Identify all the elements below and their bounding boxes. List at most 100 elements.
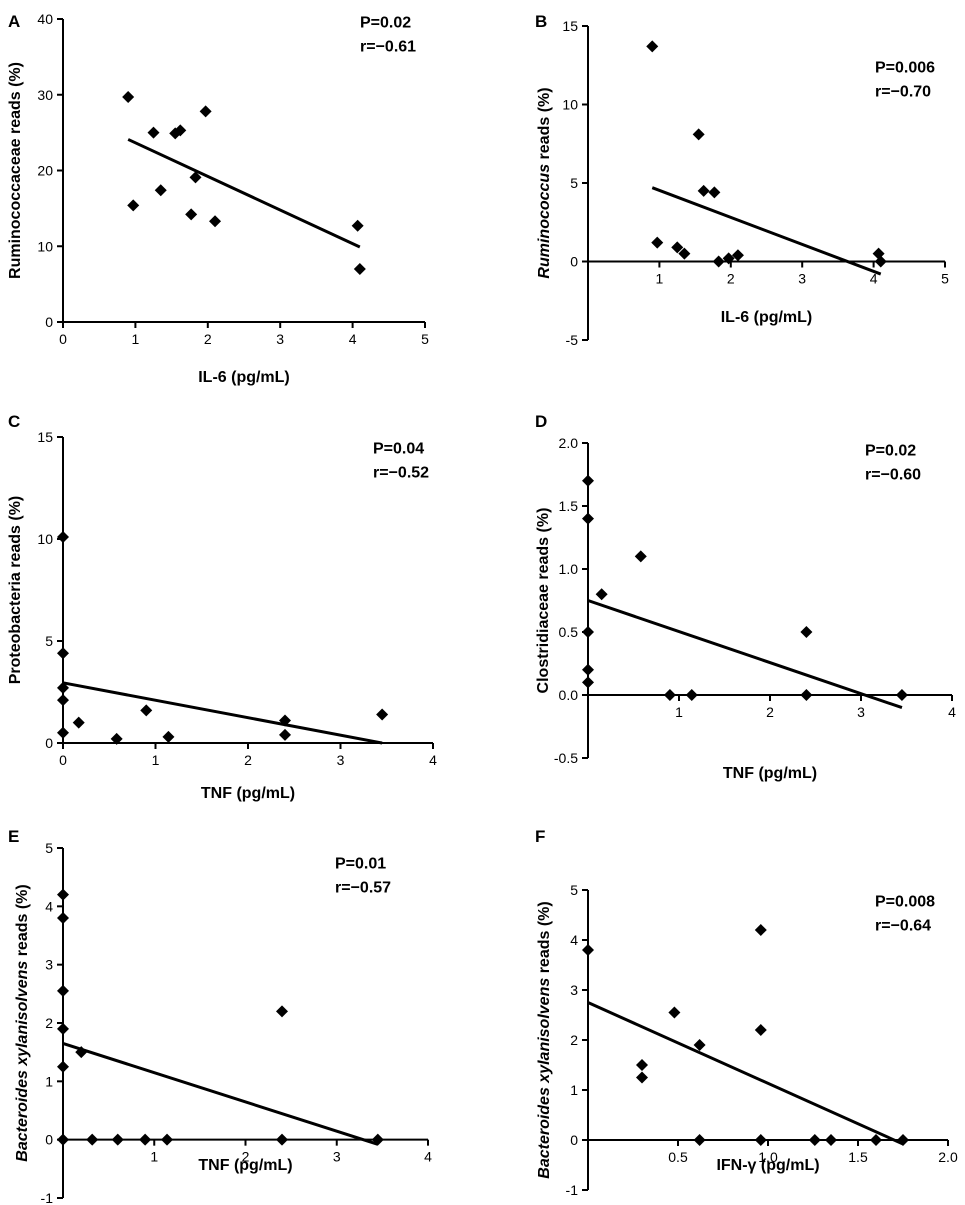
- x-tick-label: 1: [132, 331, 140, 347]
- y-axis-title: Clostridiaceae reads (%): [535, 508, 552, 694]
- data-point: [800, 689, 813, 701]
- data-point: [376, 708, 389, 721]
- y-tick-label: 4: [45, 898, 53, 914]
- y-tick-label: -1: [41, 1190, 54, 1205]
- x-tick-label: 3: [798, 271, 806, 287]
- data-point: [754, 1134, 767, 1146]
- x-tick-label: 4: [349, 331, 357, 347]
- data-point: [57, 1060, 69, 1073]
- data-point: [279, 714, 291, 727]
- y-axis-title: Bacteroides xylanisolvens reads (%): [14, 884, 31, 1161]
- r-value: r=−0.64: [875, 917, 931, 934]
- x-axis-title: TNF (pg/mL): [198, 1157, 292, 1174]
- data-point: [678, 247, 691, 260]
- x-tick-label: 3: [276, 331, 284, 347]
- data-point: [582, 626, 594, 638]
- r-value: r=−0.61: [360, 38, 416, 55]
- y-tick-label: 5: [45, 633, 53, 649]
- data-point: [122, 91, 135, 104]
- y-axis-title-text: Ruminococcaceae reads (%): [7, 62, 24, 279]
- data-point: [276, 1005, 288, 1018]
- data-point: [800, 626, 813, 638]
- data-point: [57, 1022, 69, 1035]
- y-tick-label: 0: [45, 735, 53, 751]
- data-point: [634, 550, 647, 563]
- x-tick-label: 2.0: [938, 1149, 958, 1165]
- x-tick-label: 4: [870, 271, 878, 287]
- data-point: [712, 255, 725, 268]
- data-point: [276, 1133, 288, 1146]
- data-point: [595, 588, 608, 601]
- x-tick-label: 3: [333, 1149, 341, 1165]
- data-point: [722, 252, 735, 265]
- panel-c: C 0 5 10 15 0 1 2 3 4 TNF (pg/mL) Proteobacteria re…: [7, 412, 438, 802]
- x-tick-label: 2: [727, 271, 735, 287]
- data-point: [825, 1134, 837, 1146]
- data-point: [754, 924, 767, 936]
- x-tick-label: 2: [766, 704, 774, 720]
- data-point: [874, 255, 887, 268]
- x-tick-label: 5: [421, 331, 429, 347]
- r-value: r=−0.60: [865, 466, 921, 483]
- y-tick-label: 0: [45, 1132, 53, 1148]
- data-point: [754, 1024, 767, 1036]
- panel-e: E -1 0 1 2 3 4 5 1 2 3 4 TNF (pg/mL) Bacteroides xyla…: [8, 827, 432, 1205]
- r-value: r=−0.70: [875, 83, 931, 100]
- y-tick-label: 2: [570, 1032, 578, 1048]
- data-point: [279, 728, 291, 741]
- y-axis-title-text: Clostridiaceae reads (%): [535, 508, 552, 694]
- y-tick-label: 1.0: [559, 561, 579, 577]
- x-tick-label: 1.0: [758, 1149, 778, 1165]
- data-point: [636, 1059, 648, 1071]
- data-point: [870, 1134, 882, 1146]
- data-point: [692, 128, 705, 141]
- data-point: [189, 171, 202, 184]
- data-point: [57, 1133, 69, 1146]
- y-tick-label: 10: [37, 238, 53, 254]
- data-point: [351, 219, 364, 232]
- panel-letter: E: [8, 827, 19, 846]
- y-axis-title-italic: Bacteroides xylanisolvens: [14, 961, 31, 1162]
- regression-line: [127, 138, 361, 249]
- y-tick-label: 0: [570, 254, 578, 270]
- x-axis-title: TNF (pg/mL): [723, 765, 817, 782]
- data-point: [897, 1134, 909, 1146]
- data-point: [693, 1134, 706, 1146]
- x-tick-label: 0.5: [668, 1149, 688, 1165]
- regression-line: [587, 599, 903, 710]
- data-point: [646, 40, 659, 53]
- x-tick-label: 4: [948, 704, 956, 720]
- panel-letter: D: [535, 412, 547, 431]
- data-point: [708, 186, 721, 199]
- data-point: [75, 1046, 88, 1059]
- x-tick-label: 5: [941, 271, 949, 287]
- y-axis-title-text: reads (%): [14, 884, 31, 960]
- y-tick-label: 30: [37, 87, 53, 103]
- y-tick-label: 20: [37, 163, 53, 179]
- x-axis-title: TNF (pg/mL): [201, 785, 295, 802]
- regression-line: [587, 1001, 904, 1146]
- data-point: [86, 1133, 99, 1146]
- data-point: [139, 1133, 152, 1146]
- data-point: [162, 730, 175, 743]
- y-tick-label: 0: [45, 314, 53, 330]
- x-tick-label: 4: [424, 1149, 432, 1165]
- panel-letter: B: [535, 12, 547, 31]
- y-axis-title: Ruminococcaceae reads (%): [7, 62, 24, 279]
- panel-b: B -5 0 5 10 15 1 2 3 4 5 IL-6 (pg/mL) Ruminococcus r…: [535, 12, 949, 348]
- data-point: [697, 184, 710, 197]
- y-tick-label: -0.5: [554, 750, 578, 766]
- y-axis-title: Ruminococcus reads (%): [536, 87, 553, 278]
- data-point: [808, 1134, 821, 1146]
- regression-line: [62, 681, 383, 745]
- y-tick-label: 2: [45, 1015, 53, 1031]
- x-tick-label: 3: [337, 752, 345, 768]
- y-tick-label: 1: [570, 1082, 578, 1098]
- regression-line: [651, 186, 882, 276]
- panel-d: D -0.5 0.0 0.5 1.0 1.5 2.0 1 2 3 4 TNF (pg/mL) Clost…: [535, 412, 957, 782]
- y-tick-label: 10: [37, 531, 53, 547]
- panel-letter: A: [8, 12, 20, 31]
- p-value: P=0.01: [335, 855, 386, 872]
- x-tick-label: 2: [204, 331, 212, 347]
- x-axis-title: IFN-γ (pg/mL): [716, 1157, 819, 1174]
